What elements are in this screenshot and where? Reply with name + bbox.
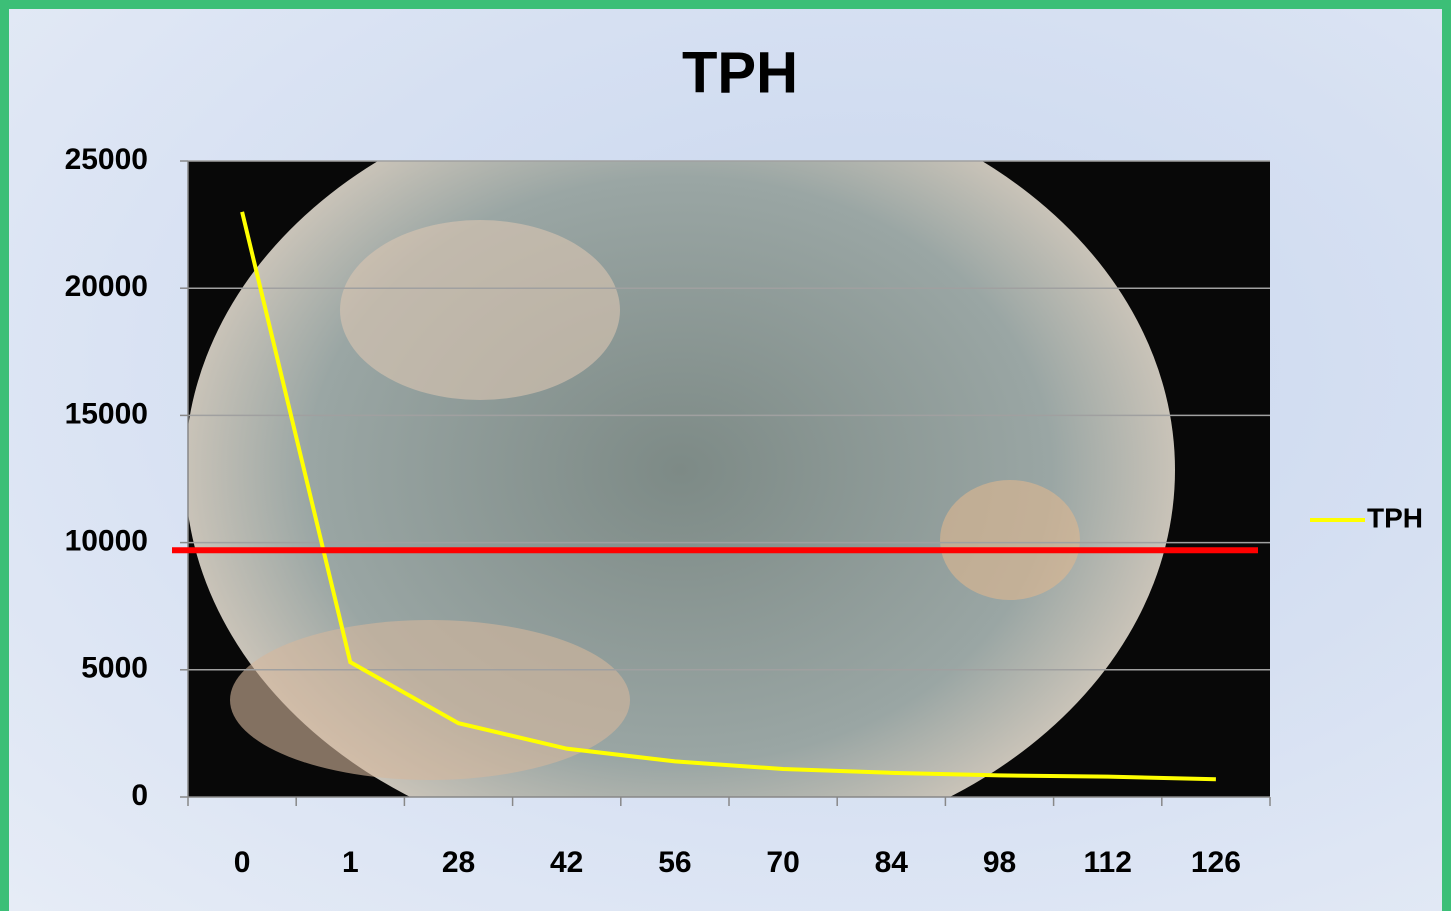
y-tick-label: 5000 [81, 652, 148, 685]
background-photo [340, 220, 620, 400]
y-tick-label: 25000 [65, 143, 148, 176]
x-tick-label: 28 [442, 846, 475, 879]
chart-title: TPH [682, 40, 798, 105]
x-tick-label: 112 [1083, 846, 1131, 879]
x-tick-label: 56 [658, 846, 691, 879]
x-tick-label: 98 [983, 846, 1016, 879]
x-tick-label: 42 [550, 846, 583, 879]
background-photo [940, 480, 1080, 600]
y-tick-label: 20000 [65, 270, 148, 303]
x-tick-label: 0 [234, 846, 251, 879]
x-tick-label: 84 [875, 846, 909, 879]
legend-label: TPH [1367, 502, 1423, 533]
y-tick-label: 10000 [65, 525, 148, 558]
chart: TPH 0 5000 10000 15000 20000 25000 0 1 28 42 56 70 8… [0, 0, 1451, 911]
x-tick-label: 70 [766, 846, 799, 879]
x-tick-label: 126 [1191, 846, 1241, 879]
background-photo [230, 620, 630, 780]
x-tick-label: 1 [342, 846, 359, 879]
y-tick-label: 0 [131, 779, 148, 812]
y-tick-label: 15000 [65, 397, 148, 430]
page: TPH 0 5000 10000 15000 20000 25000 0 1 28 42 56 70 8… [0, 0, 1451, 911]
